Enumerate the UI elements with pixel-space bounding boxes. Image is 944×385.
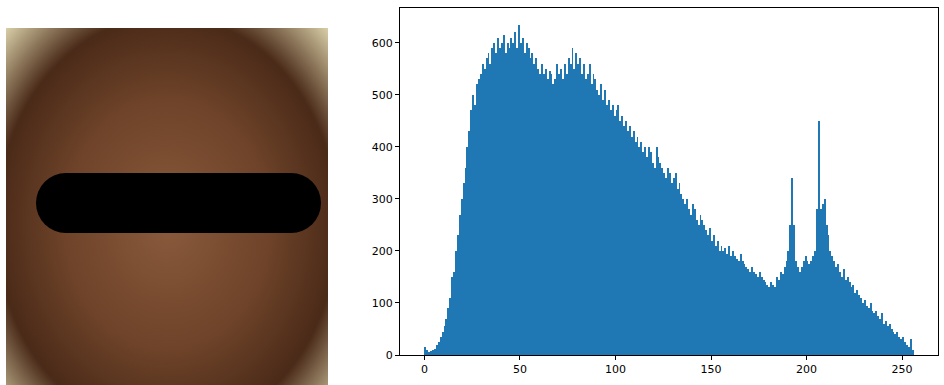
svg-text:0: 0 (386, 349, 393, 362)
svg-text:200: 200 (796, 363, 817, 376)
svg-text:100: 100 (605, 363, 626, 376)
svg-text:600: 600 (372, 37, 393, 50)
svg-text:50: 50 (513, 363, 527, 376)
svg-text:500: 500 (372, 89, 393, 102)
svg-text:100: 100 (372, 297, 393, 310)
svg-text:400: 400 (372, 141, 393, 154)
svg-text:200: 200 (372, 245, 393, 258)
svg-text:250: 250 (892, 363, 913, 376)
svg-text:300: 300 (372, 193, 393, 206)
svg-text:150: 150 (701, 363, 722, 376)
svg-text:0: 0 (421, 363, 428, 376)
